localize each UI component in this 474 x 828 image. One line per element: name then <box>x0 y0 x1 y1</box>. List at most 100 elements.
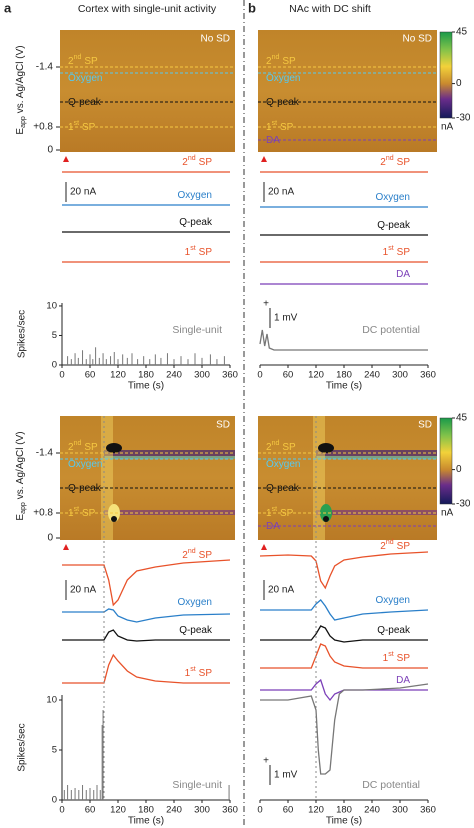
x-tick-label: 60 <box>85 805 96 816</box>
trace <box>260 625 428 643</box>
label-name: Q-peak <box>266 483 300 494</box>
label-name: Q-peak <box>68 483 102 494</box>
heatmap-blob <box>323 516 329 522</box>
plot-label: DC potential <box>362 779 420 791</box>
label-superscript: st <box>388 245 394 252</box>
x-axis-label: Time (s) <box>128 816 164 827</box>
label-number: 1 <box>266 508 272 519</box>
trace-label: DA <box>266 521 280 532</box>
trace <box>260 643 428 669</box>
heatmap-y-tick-label: +0.8 <box>33 122 53 133</box>
trace <box>62 559 231 607</box>
label-superscript: nd <box>386 539 394 546</box>
heatmap-band <box>104 456 235 459</box>
label-name: Oxygen <box>266 459 300 470</box>
colorbar <box>439 31 453 119</box>
label-name: Oxygen <box>376 192 410 203</box>
x-tick-label: 180 <box>138 805 154 816</box>
x-tick-label: 240 <box>166 805 182 816</box>
trace-label: Q-peak <box>266 97 300 108</box>
label-number: 1 <box>266 122 272 133</box>
heatmap <box>258 30 437 152</box>
heatmap-region <box>101 416 113 540</box>
x-tick-label: 300 <box>194 370 210 381</box>
x-tick-label: 300 <box>194 805 210 816</box>
heatmap <box>60 30 235 152</box>
label-number: 2 <box>182 550 188 561</box>
trace-label: DA <box>396 675 410 686</box>
label-main: E <box>15 514 26 521</box>
x-tick-label: 360 <box>420 370 436 381</box>
label-number: 1 <box>185 247 191 258</box>
dc-trace <box>259 329 428 351</box>
trace-label: Oxygen <box>68 73 102 84</box>
label-superscript: nd <box>386 155 394 162</box>
x-tick-label: 240 <box>166 370 182 381</box>
trace-label: DA <box>266 135 280 146</box>
panel-letter: a <box>4 0 12 15</box>
trace <box>260 599 429 621</box>
trace-label: 2nd SP <box>68 54 98 67</box>
label-name: SP <box>199 550 213 561</box>
x-tick-label: 120 <box>110 805 126 816</box>
label-name: SP <box>199 157 213 168</box>
label-main: E <box>15 128 26 135</box>
heatmap-band <box>104 450 235 456</box>
trace-label: 2nd SP <box>182 548 212 561</box>
colorbar-unit: nA <box>441 122 454 133</box>
trace-label: 1st SP <box>383 651 411 664</box>
trace-label: 2nd SP <box>68 440 98 453</box>
heatmap-y-tick-label: 0 <box>47 533 53 544</box>
time-marker <box>63 156 69 162</box>
label-subscript: app <box>20 502 27 514</box>
colorbar <box>439 417 453 505</box>
label-number: 2 <box>68 56 74 67</box>
trace-label: 2nd SP <box>182 155 212 168</box>
trace-label: Q-peak <box>377 625 411 636</box>
label-name: SP <box>84 56 98 67</box>
label-number: 1 <box>68 122 74 133</box>
colorbar-tick-label: -30 <box>456 499 471 510</box>
heatmap-blob <box>318 443 334 453</box>
label-number: 2 <box>380 157 386 168</box>
scale-bar-label: 20 nA <box>268 585 294 596</box>
label-name: SP <box>199 247 213 258</box>
label-name: Q-peak <box>377 220 411 231</box>
label-name: Q-peak <box>179 625 213 636</box>
time-marker <box>63 544 69 550</box>
label-superscript: st <box>74 506 80 513</box>
heatmap <box>258 416 437 540</box>
panel-letter: b <box>248 0 256 15</box>
x-tick-label: 240 <box>364 370 380 381</box>
label-number: 1 <box>383 247 389 258</box>
heatmap <box>60 416 235 540</box>
trace-label: 2nd SP <box>380 155 410 168</box>
y-tick-label: 0 <box>52 360 57 371</box>
label-name: DA <box>396 675 410 686</box>
label-rest: vs. Ag/AgCl (V) <box>15 45 26 113</box>
x-tick-label: 0 <box>257 370 262 381</box>
x-tick-label: 360 <box>222 370 238 381</box>
x-axis-label: Time (s) <box>326 816 362 827</box>
trace <box>62 629 230 642</box>
colorbar-tick-label: -30 <box>456 113 471 124</box>
y-tick-label: 10 <box>46 695 57 706</box>
x-tick-label: 120 <box>110 370 126 381</box>
label-superscript: st <box>272 506 278 513</box>
y-axis-label: Spikes/sec <box>17 310 28 358</box>
label-name: SP <box>397 541 411 552</box>
trace-label: Q-peak <box>266 483 300 494</box>
label-name: Q-peak <box>179 217 213 228</box>
scale-bar-label: 20 nA <box>268 187 294 198</box>
label-superscript: nd <box>272 440 280 447</box>
heatmap-y-tick-label: 0 <box>47 145 53 156</box>
plot-label: DC potential <box>362 324 420 336</box>
label-name: SP <box>397 157 411 168</box>
heatmap-band <box>104 510 235 515</box>
label-superscript: nd <box>74 54 82 61</box>
trace-label: Q-peak <box>377 220 411 231</box>
heatmap-blob <box>106 443 122 453</box>
panel-title: Cortex with single-unit activity <box>78 3 217 15</box>
x-tick-label: 0 <box>59 805 64 816</box>
label-subscript: app <box>20 116 27 128</box>
